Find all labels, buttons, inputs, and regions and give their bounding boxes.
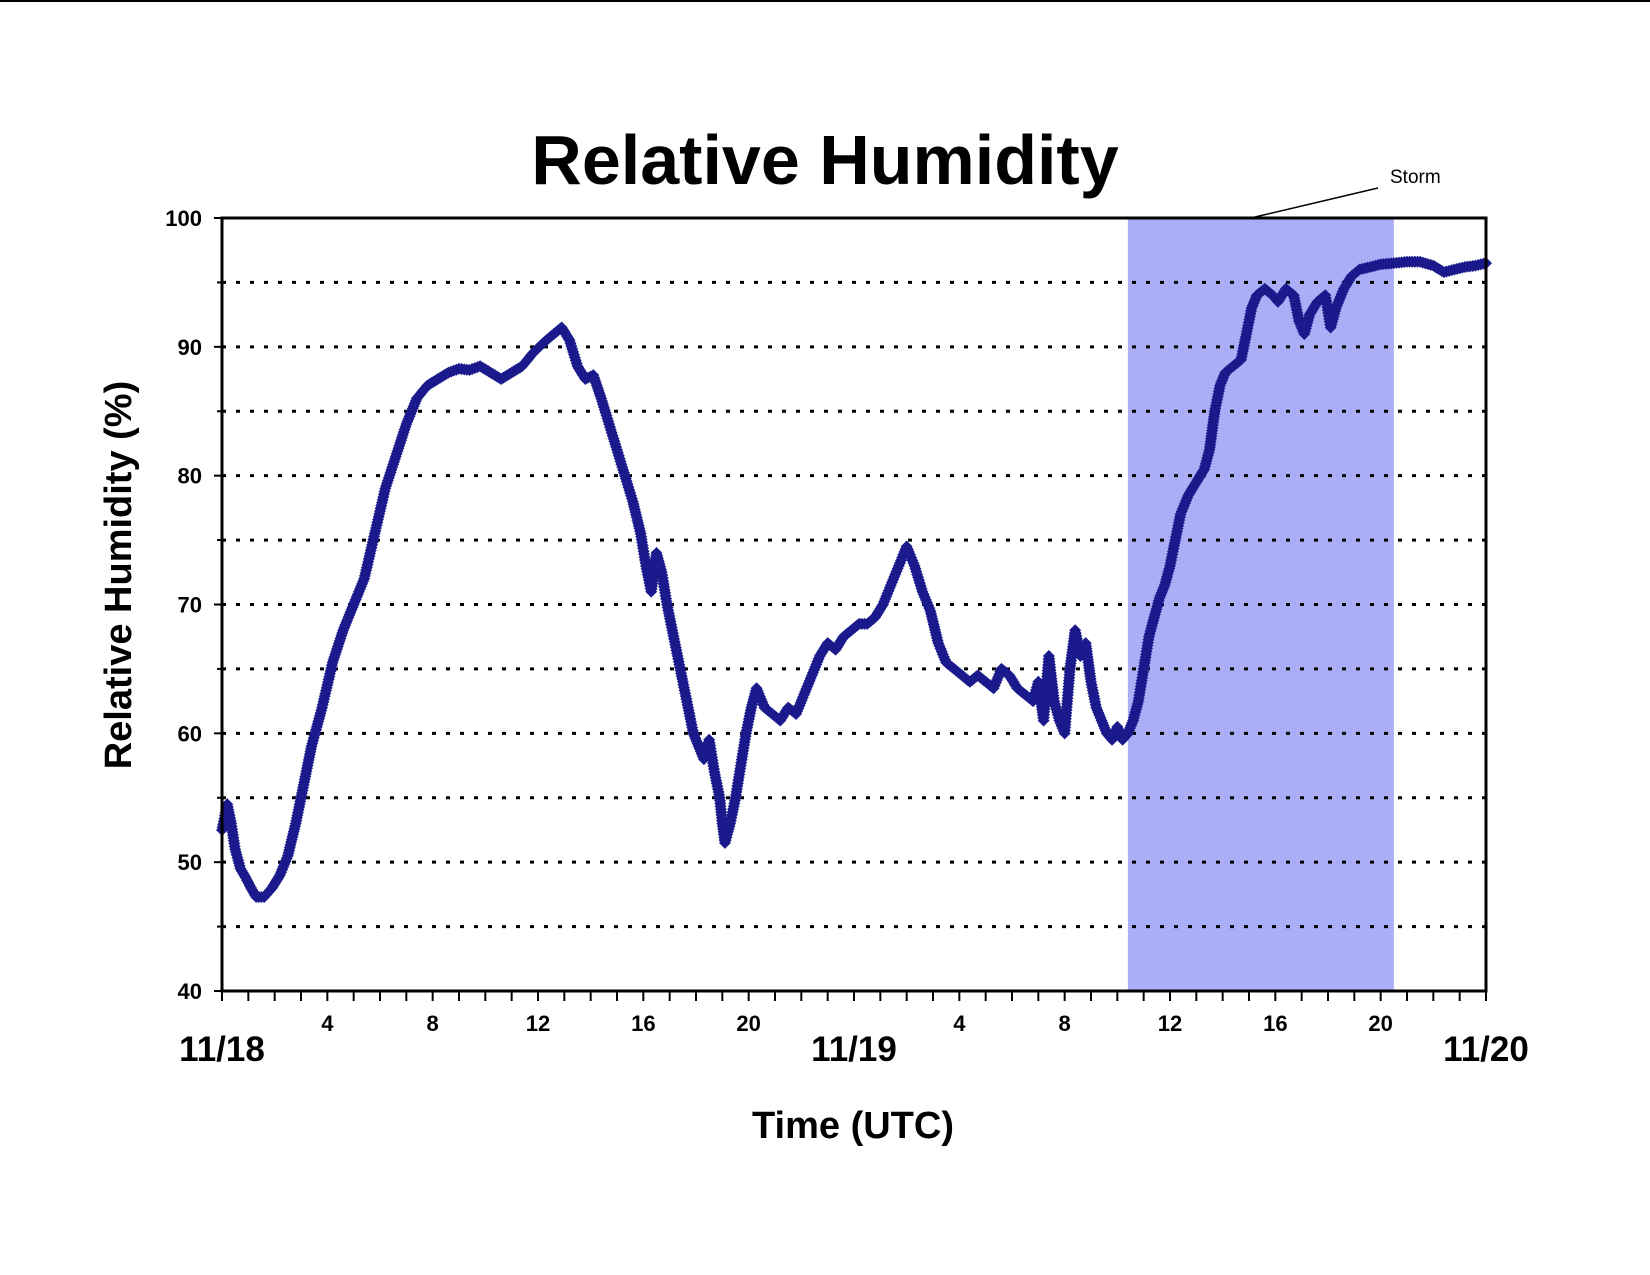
y-tick-label: 70 bbox=[178, 593, 202, 618]
x-hour-label: 4 bbox=[953, 1011, 966, 1036]
x-date-label: 11/18 bbox=[179, 1030, 265, 1069]
y-tick-label: 80 bbox=[178, 464, 202, 489]
x-hour-label: 16 bbox=[1263, 1011, 1287, 1036]
x-date-label: 11/19 bbox=[811, 1030, 897, 1069]
storm-annotation-label: Storm bbox=[1390, 167, 1441, 188]
data-points bbox=[216, 255, 1492, 903]
x-hour-label: 8 bbox=[427, 1011, 439, 1036]
y-axis-ticks: 40 50 60 70 80 90 100 bbox=[165, 206, 222, 1004]
gridlines bbox=[222, 280, 1486, 929]
y-tick-label: 40 bbox=[178, 979, 202, 1004]
storm-annotation-leader bbox=[1250, 187, 1379, 219]
y-axis-title: Relative Humidity (%) bbox=[98, 381, 140, 770]
x-date-label: 11/20 bbox=[1443, 1030, 1529, 1069]
x-hour-label: 20 bbox=[736, 1011, 760, 1036]
x-hour-label: 12 bbox=[526, 1011, 550, 1036]
x-hour-label: 20 bbox=[1368, 1011, 1392, 1036]
x-hour-label: 16 bbox=[631, 1011, 655, 1036]
x-hour-label: 12 bbox=[1158, 1011, 1182, 1036]
y-tick-label: 90 bbox=[178, 335, 202, 360]
y-tick-label: 60 bbox=[178, 721, 202, 746]
x-axis-ticks: 4 8 12 16 20 4 8 12 16 20 11/18 11/19 11/20 bbox=[179, 991, 1529, 1069]
y-tick-label: 50 bbox=[178, 850, 202, 875]
chart-title: Relative Humidity bbox=[531, 121, 1118, 199]
top-border-line bbox=[0, 0, 1650, 2]
x-axis-title: Time (UTC) bbox=[752, 1105, 954, 1147]
x-hour-label: 8 bbox=[1059, 1011, 1071, 1036]
x-hour-label: 4 bbox=[321, 1011, 334, 1036]
y-tick-label: 100 bbox=[165, 206, 202, 231]
